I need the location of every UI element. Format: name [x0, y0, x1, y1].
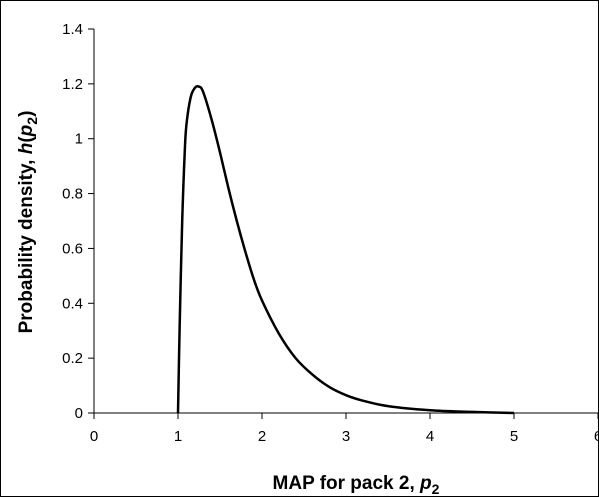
y-ticks: 0 0.2 0.4 0.6 0.8 1 1.2 1.4: [62, 21, 94, 422]
x-tick-label: 3: [342, 428, 350, 445]
x-tick-label: 1: [174, 428, 182, 445]
x-tick-label: 2: [258, 428, 266, 445]
axes: [93, 29, 598, 414]
y-tick-label: 1.4: [62, 21, 83, 38]
x-tick-label: 6: [594, 428, 599, 445]
y-axis-title: Probability density, h(p2): [16, 111, 40, 334]
y-tick-label: 0.2: [62, 350, 83, 367]
y-tick-label: 0.4: [62, 295, 83, 312]
y-tick-label: 0.8: [62, 186, 83, 203]
x-tick-label: 4: [426, 428, 434, 445]
y-tick-label: 1: [75, 131, 83, 148]
y-tick-label: 0: [75, 405, 83, 422]
y-tick-label: 0.6: [62, 240, 83, 257]
x-tick-label: 0: [90, 428, 98, 445]
x-axis-title: MAP for pack 2, p2: [273, 473, 440, 497]
y-tick-label: 1.2: [62, 76, 83, 93]
x-tick-label: 5: [510, 428, 518, 445]
x-ticks: 0 1 2 3 4 5 6: [90, 413, 599, 445]
density-curve: [176, 84, 515, 415]
